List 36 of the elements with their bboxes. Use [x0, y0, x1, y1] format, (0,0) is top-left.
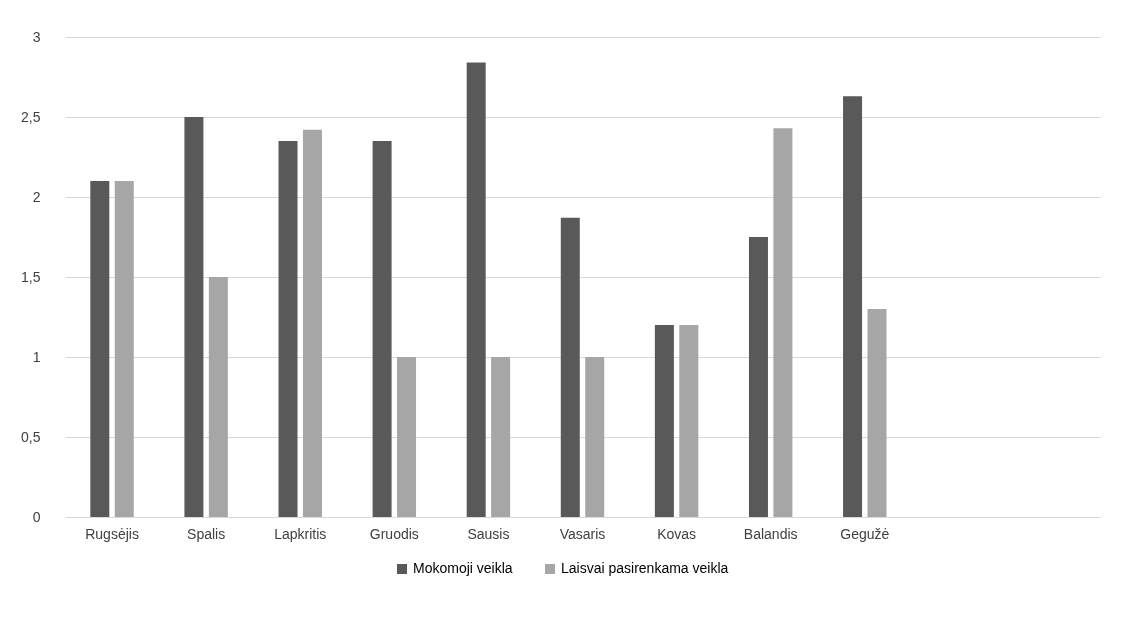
bar: [90, 181, 110, 517]
y-tick-label: 2: [32, 188, 41, 205]
y-tick-label: 0: [32, 508, 41, 525]
bar: [466, 62, 486, 517]
x-tick-label: Gegužė: [840, 525, 890, 542]
x-tick-label: Lapkritis: [274, 525, 327, 542]
bar: [372, 141, 392, 517]
x-tick-label: Balandis: [743, 525, 798, 542]
x-tick-label: Sausis: [467, 525, 510, 542]
bar: [773, 128, 793, 517]
x-tick-label: Rugsėjis: [85, 525, 139, 542]
bar: [585, 357, 605, 517]
bar: [491, 357, 511, 517]
bar: [184, 117, 204, 517]
x-tick-label: Kovas: [657, 525, 697, 542]
bar: [397, 357, 417, 517]
bar: [843, 96, 863, 517]
bar: [654, 325, 674, 517]
legend-label: Mokomoji veikla: [413, 560, 513, 576]
x-tick-label: Spalis: [187, 525, 226, 542]
y-tick-label: 2,5: [21, 108, 41, 125]
x-tick-label: Vasaris: [559, 525, 606, 542]
y-tick-label: 1,5: [21, 268, 41, 285]
bar: [560, 217, 580, 517]
y-tick-label: 3: [32, 28, 41, 45]
bar: [748, 237, 768, 517]
y-tick-label: 1: [32, 348, 41, 365]
bar: [302, 129, 322, 517]
bar: [867, 309, 887, 517]
y-tick-label: 0,5: [21, 428, 41, 445]
bar: [679, 325, 699, 517]
bar: [278, 141, 298, 517]
legend-label: Laisvai pasirenkama veikla: [561, 560, 729, 576]
bar: [114, 181, 134, 517]
x-tick-label: Gruodis: [369, 525, 419, 542]
bar: [208, 277, 228, 517]
